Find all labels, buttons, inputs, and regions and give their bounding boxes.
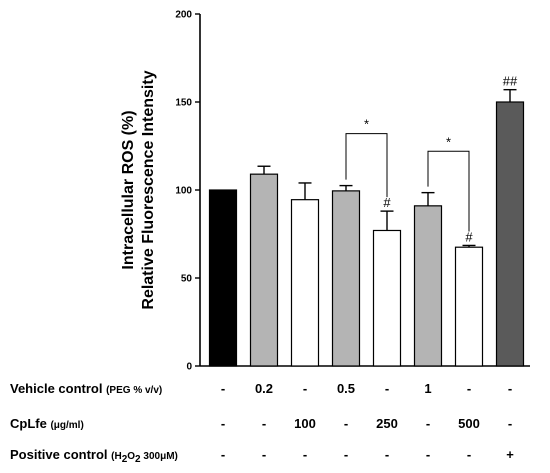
- y-axis-label-line: Intracellular ROS (%): [120, 110, 137, 269]
- condition-cell: -: [508, 416, 512, 431]
- y-tick-label: 200: [175, 10, 192, 21]
- significance-annotations: ####**: [345, 74, 518, 244]
- significance-bracket: [345, 133, 388, 198]
- condition-cell: -: [426, 447, 430, 462]
- condition-cell: -: [262, 447, 266, 462]
- bar: [331, 190, 361, 367]
- error-bars: [257, 88, 517, 248]
- condition-unit-part: O: [127, 451, 135, 462]
- condition-row-label: Positive control (H2O2 300μM): [10, 447, 178, 465]
- bar: [454, 246, 484, 367]
- condition-cell: -: [426, 416, 430, 431]
- condition-row-label: Vehicle control (PEG % v/v): [10, 381, 162, 396]
- condition-row-label: CpLfe (μg/ml): [10, 416, 84, 431]
- condition-cell: -: [385, 447, 389, 462]
- condition-unit-part: 300μM): [141, 451, 178, 462]
- bars: [208, 101, 525, 367]
- significance-star: *: [446, 134, 451, 149]
- condition-cell: 1: [424, 381, 431, 396]
- condition-unit: (μg/ml): [50, 420, 83, 431]
- condition-cell: -: [303, 447, 307, 462]
- bar-annotation: #: [465, 229, 473, 244]
- condition-unit: (PEG % v/v): [106, 385, 162, 396]
- bar-annotation: ##: [503, 74, 518, 89]
- y-axis-title: Intracellular ROS (%) Relative Fluorescen…: [120, 70, 157, 309]
- condition-cell: -: [467, 381, 471, 396]
- y-tick-label: 150: [175, 98, 192, 109]
- condition-cell: -: [508, 381, 512, 396]
- condition-name: Positive control: [10, 447, 111, 462]
- condition-cell: 0.2: [255, 381, 273, 396]
- significance-star: *: [364, 117, 369, 132]
- y-axis-label-line: Relative Fluorescence Intensity: [140, 70, 157, 309]
- condition-cell: 0.5: [337, 381, 355, 396]
- condition-unit-part: 2: [135, 454, 141, 465]
- condition-cell: -: [467, 447, 471, 462]
- condition-cell: -: [221, 416, 225, 431]
- condition-cell: -: [344, 447, 348, 462]
- bar: [413, 205, 443, 367]
- y-tick-label: 50: [181, 274, 193, 285]
- y-tick-label: 100: [175, 186, 192, 197]
- condition-unit-part: (H: [111, 451, 122, 462]
- condition-cell: 500: [458, 416, 480, 431]
- bar: [290, 199, 320, 367]
- condition-name: CpLfe: [10, 416, 50, 431]
- y-tick-label: 0: [186, 362, 192, 373]
- condition-cell: -: [344, 416, 348, 431]
- condition-cell: -: [262, 416, 266, 431]
- condition-cell: 250: [376, 416, 398, 431]
- condition-cell: -: [303, 381, 307, 396]
- bar: [249, 173, 279, 367]
- condition-name: Vehicle control: [10, 381, 106, 396]
- significance-bracket: [427, 150, 470, 232]
- condition-unit-part: 2: [122, 454, 128, 465]
- condition-cell: +: [506, 447, 514, 462]
- bar-annotation: #: [383, 195, 391, 210]
- condition-cell: -: [221, 447, 225, 462]
- condition-cell: 100: [294, 416, 316, 431]
- bar: [208, 189, 238, 367]
- condition-cell: -: [385, 381, 389, 396]
- bar: [495, 101, 525, 367]
- bar: [372, 229, 402, 367]
- condition-table: Vehicle control (PEG % v/v) - 0.2 - 0.5 - 1 - - C…: [10, 381, 514, 465]
- condition-cell: -: [221, 381, 225, 396]
